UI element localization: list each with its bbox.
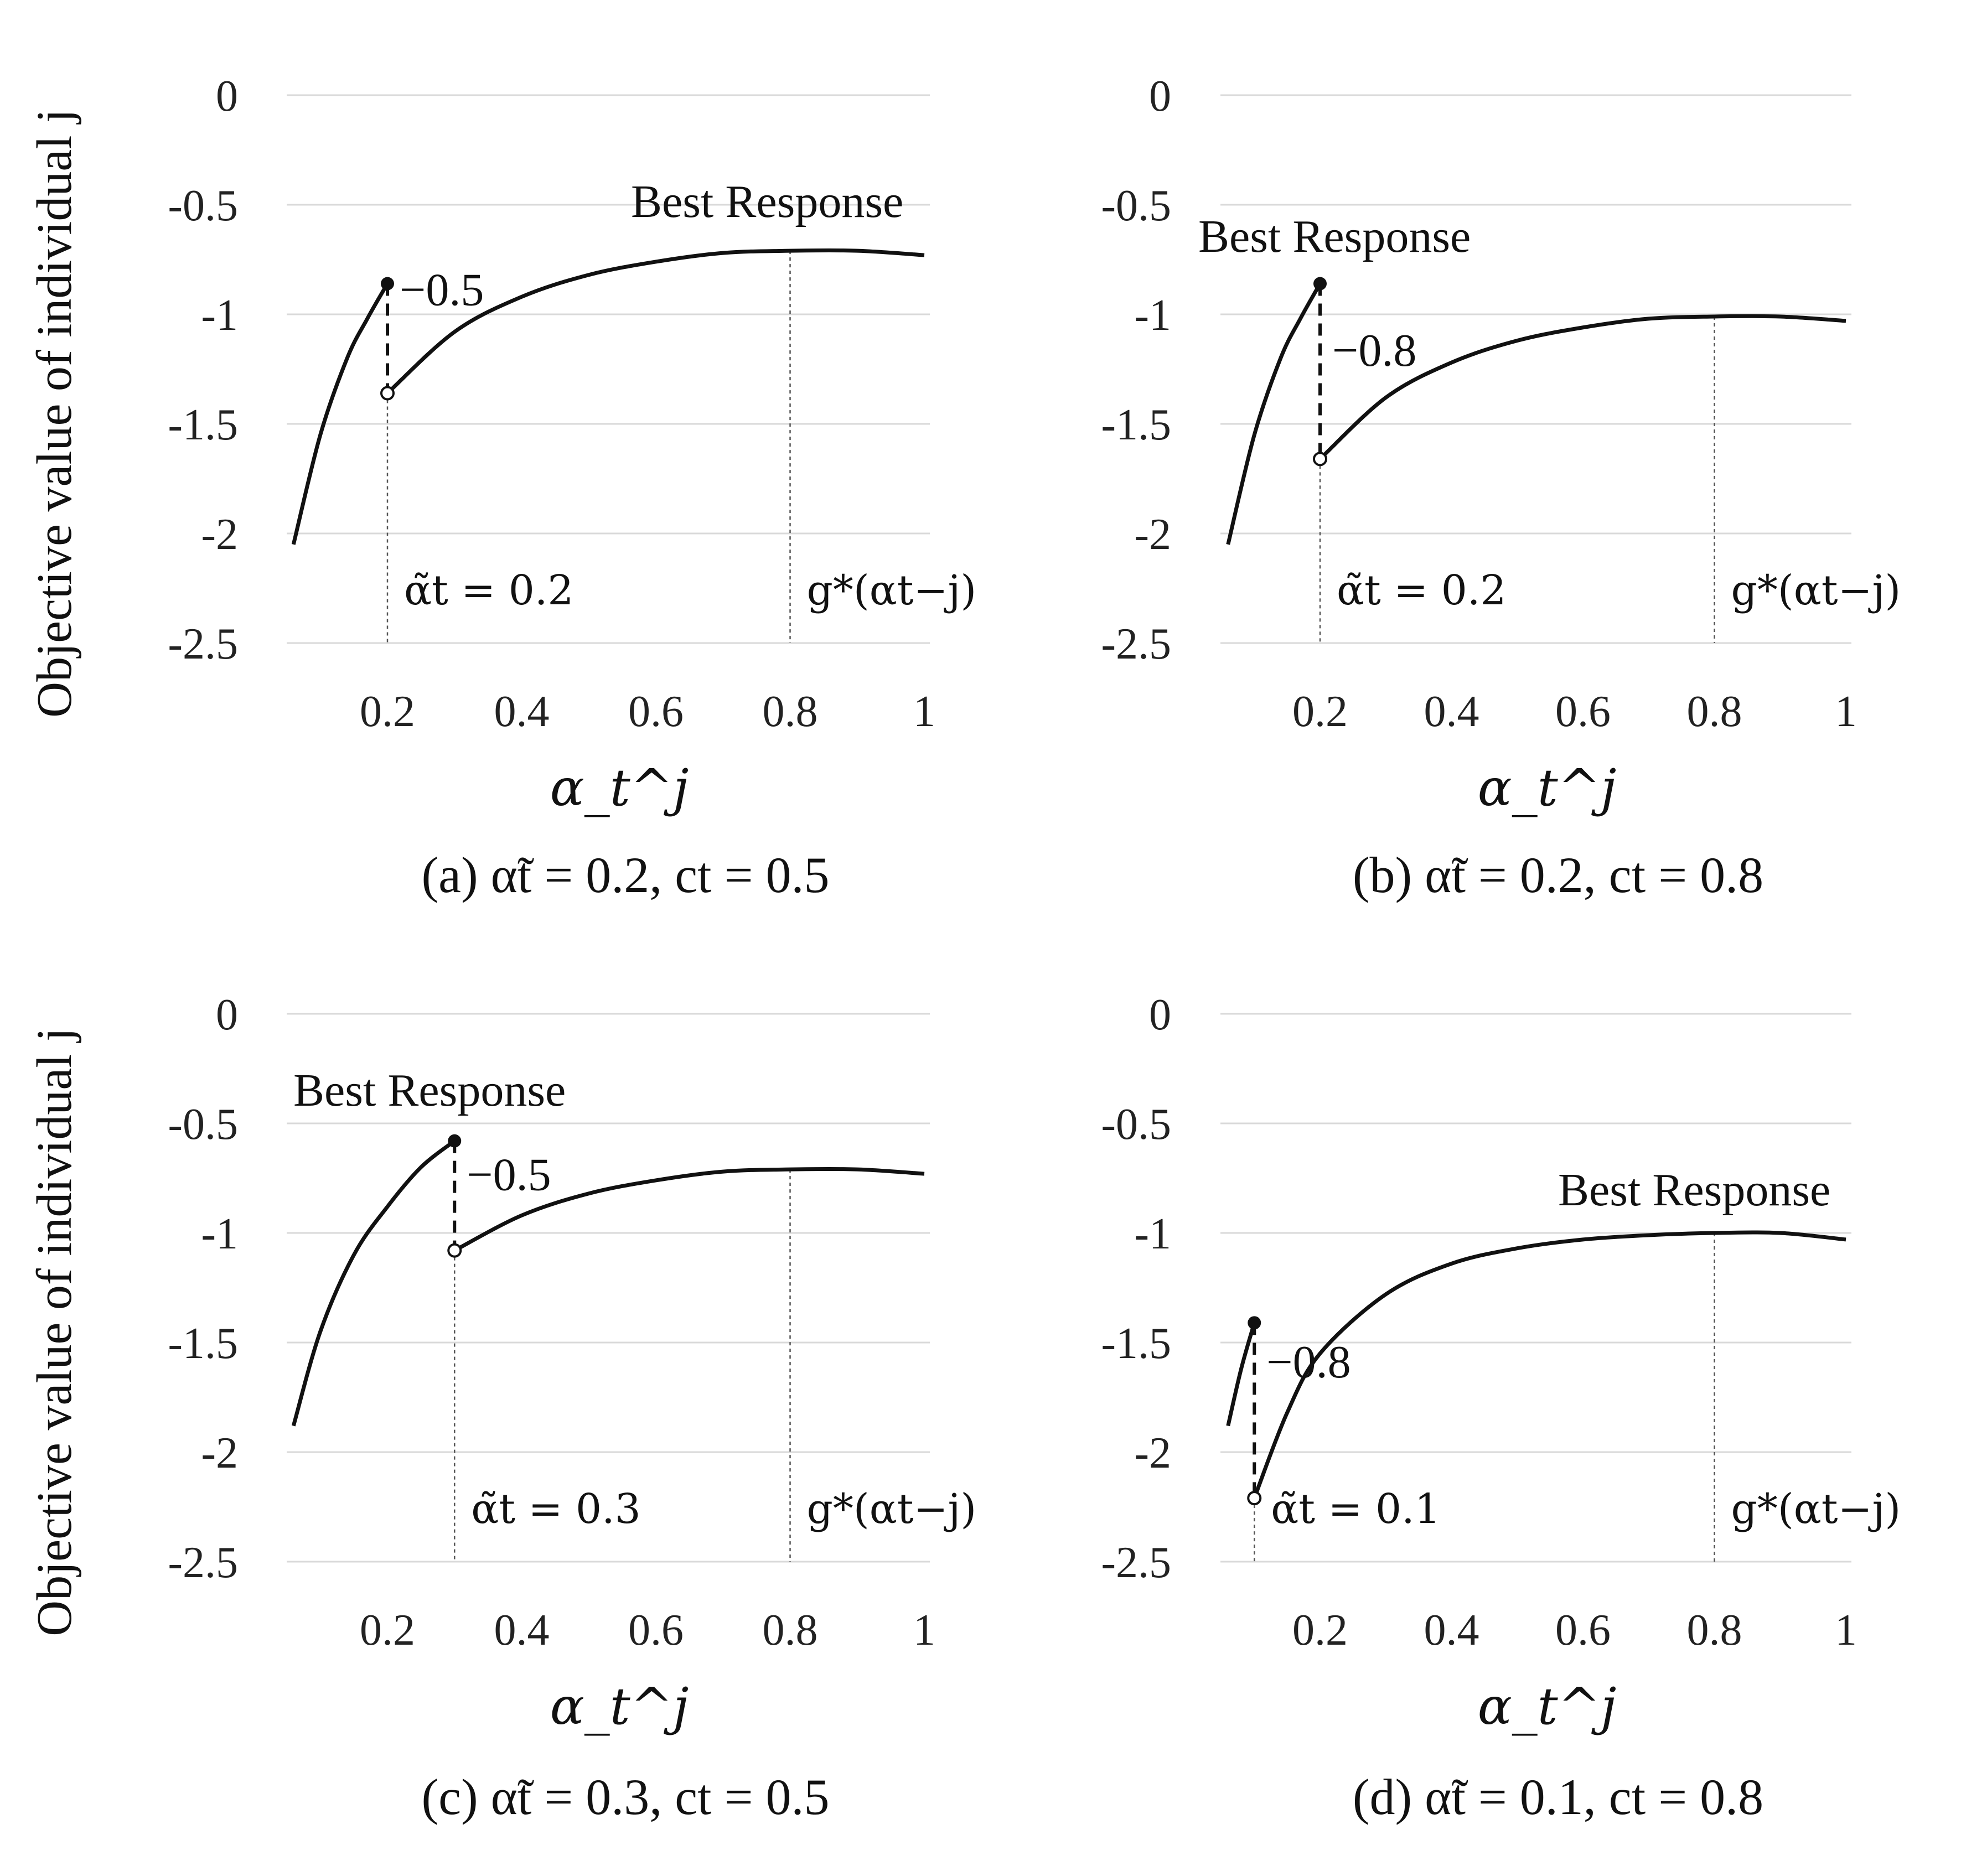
filled-point [448, 1134, 462, 1148]
x-tick-label: 0.6 [628, 1606, 684, 1655]
x-tick-label: 0.2 [1292, 1606, 1348, 1655]
open-point [447, 1243, 462, 1258]
y-tick-label: -1.5 [168, 1319, 238, 1368]
objective-curve-right-segment [1318, 314, 1846, 460]
best-response-annotation: Best Response [293, 1065, 566, 1116]
x-tick-label: 0.2 [1292, 687, 1348, 736]
objective-curve-right-segment [453, 1167, 925, 1252]
x-axis-label: α_t^j [1478, 758, 1617, 817]
x-axis-label: α_t^j [550, 758, 689, 817]
x-tick-label: 1 [1835, 687, 1857, 736]
chart-panel-c: 0 -0.5 -1 -1.5 -2 -2.5 0.2 0.4 0.6 0.8 1 −0.5 Best R… [27, 991, 976, 1825]
y-tick-label: -0.5 [168, 1100, 238, 1149]
filled-point [381, 277, 394, 291]
y-tick-label: -2.5 [1101, 1538, 1171, 1587]
x-axis-label: α_t^j [550, 1677, 689, 1736]
best-x-label: g*(αt−j) [807, 1485, 977, 1533]
x-tick-label: 0.8 [1687, 1606, 1742, 1655]
y-tick-label: -2.5 [168, 1538, 238, 1587]
threshold-label: α̃t = 0.1 [1271, 1485, 1440, 1533]
x-tick-label: 0.8 [763, 687, 818, 736]
x-tick-label: 0.4 [1424, 687, 1479, 736]
x-tick-label: 1 [913, 687, 935, 736]
y-tick-label: -2 [201, 510, 238, 559]
panel-caption: (a) α̃t = 0.2, ct = 0.5 [421, 847, 829, 903]
objective-curve-right-segment [1252, 1230, 1846, 1499]
best-x-label: g*(αt−j) [807, 567, 977, 614]
y-tick-label: -1 [1134, 291, 1171, 340]
y-tick-label: -2 [1134, 1429, 1171, 1478]
objective-curve-left-segment [291, 1139, 456, 1427]
objective-curve-right-segment [386, 248, 925, 395]
y-tick-label: -2.5 [1101, 620, 1171, 668]
y-tick-label: -2.5 [168, 620, 238, 668]
filled-point [1248, 1316, 1261, 1330]
chart-panel-b: 0 -0.5 -1 -1.5 -2 -2.5 0.2 0.4 0.6 0.8 1 −0.8 Best R… [1101, 72, 1901, 903]
x-tick-label: 0.4 [494, 687, 550, 736]
y-axis-label: Objective value of individual j [27, 109, 82, 718]
panel-caption: (d) α̃t = 0.1, ct = 0.8 [1353, 1769, 1763, 1825]
x-tick-label: 0.2 [360, 1606, 415, 1655]
best-response-annotation: Best Response [1198, 211, 1471, 262]
chart-panel-d: 0 -0.5 -1 -1.5 -2 -2.5 0.2 0.4 0.6 0.8 1 −0.8 Best R… [1101, 991, 1901, 1825]
threshold-label: α̃t = 0.3 [471, 1485, 640, 1533]
filled-point [1313, 277, 1327, 291]
jump-label: −0.5 [467, 1149, 551, 1201]
objective-curve-left-segment [291, 282, 390, 545]
y-tick-label: -0.5 [1101, 1100, 1171, 1149]
x-tick-label: 0.6 [1555, 687, 1611, 736]
y-tick-label: -1.5 [1101, 401, 1171, 449]
y-tick-label: 0 [216, 991, 238, 1039]
best-x-label: g*(αt−j) [1731, 567, 1901, 614]
open-point [1247, 1491, 1262, 1506]
best-response-annotation: Best Response [1558, 1164, 1830, 1216]
x-tick-label: 0.6 [1555, 1606, 1611, 1655]
x-tick-label: 1 [1835, 1606, 1857, 1655]
x-tick-label: 0.8 [763, 1606, 818, 1655]
y-tick-label: -1 [201, 291, 238, 340]
y-tick-label: -0.5 [168, 182, 238, 230]
y-tick-label: -1.5 [1101, 1319, 1171, 1368]
jump-label: −0.8 [1266, 1336, 1351, 1388]
y-tick-label: 0 [216, 72, 238, 121]
threshold-label: α̃t = 0.2 [404, 567, 573, 614]
y-tick-label: -1.5 [168, 401, 238, 449]
objective-curve-left-segment [1226, 282, 1322, 545]
threshold-label: α̃t = 0.2 [1337, 567, 1506, 614]
open-point [380, 386, 395, 401]
panel-caption: (b) α̃t = 0.2, ct = 0.8 [1353, 847, 1763, 903]
y-tick-label: -2 [1134, 510, 1171, 559]
objective-curve-left-segment [1226, 1322, 1256, 1427]
x-tick-label: 0.6 [628, 687, 684, 736]
x-tick-label: 0.4 [1424, 1606, 1479, 1655]
jump-label: −0.8 [1332, 325, 1416, 376]
chart-panel-a: 0 -0.5 -1 -1.5 -2 -2.5 0.2 0.4 0.6 0.8 1 −0.5 Best R… [27, 72, 976, 903]
y-tick-label: -0.5 [1101, 182, 1171, 230]
best-response-annotation: Best Response [631, 176, 903, 227]
x-tick-label: 0.2 [360, 687, 415, 736]
y-tick-label: -1 [1134, 1210, 1171, 1258]
y-tick-label: 0 [1149, 991, 1171, 1039]
x-axis-label: α_t^j [1478, 1677, 1617, 1736]
y-tick-label: -1 [201, 1210, 238, 1258]
open-point [1313, 452, 1327, 467]
y-axis-label: Objective value of individual j [27, 1028, 82, 1636]
x-tick-label: 1 [913, 1606, 935, 1655]
y-tick-label: 0 [1149, 72, 1171, 121]
best-x-label: g*(αt−j) [1731, 1485, 1901, 1533]
jump-label: −0.5 [400, 265, 484, 316]
x-tick-label: 0.8 [1687, 687, 1742, 736]
panel-caption: (c) α̃t = 0.3, ct = 0.5 [421, 1769, 829, 1825]
y-tick-label: -2 [201, 1429, 238, 1478]
x-tick-label: 0.4 [494, 1606, 550, 1655]
